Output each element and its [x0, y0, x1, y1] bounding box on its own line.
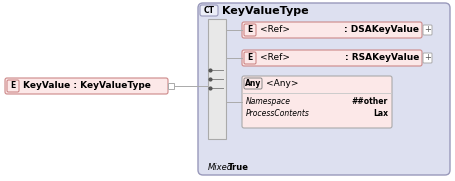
FancyBboxPatch shape: [200, 5, 217, 16]
Text: E: E: [247, 54, 252, 62]
Text: <Ref>: <Ref>: [259, 54, 289, 62]
Text: ProcessContents: ProcessContents: [245, 108, 309, 117]
Text: +: +: [423, 54, 430, 62]
Text: : RSAKeyValue: : RSAKeyValue: [344, 54, 418, 62]
Text: KeyValueType: KeyValueType: [222, 6, 308, 16]
FancyBboxPatch shape: [5, 78, 167, 94]
Text: Namespace: Namespace: [245, 98, 290, 106]
FancyBboxPatch shape: [243, 24, 255, 36]
Text: Lax: Lax: [372, 108, 387, 117]
Text: ##other: ##other: [351, 98, 387, 106]
FancyBboxPatch shape: [242, 50, 421, 66]
Text: E: E: [10, 81, 15, 90]
Text: KeyValue : KeyValueType: KeyValue : KeyValueType: [23, 81, 151, 90]
FancyBboxPatch shape: [422, 53, 431, 63]
Bar: [207, 19, 226, 139]
FancyBboxPatch shape: [242, 76, 391, 128]
FancyBboxPatch shape: [243, 52, 255, 64]
Text: : DSAKeyValue: : DSAKeyValue: [343, 26, 418, 35]
Text: Mixed: Mixed: [207, 163, 233, 172]
Text: <Any>: <Any>: [265, 79, 298, 88]
Bar: [167, 83, 174, 89]
FancyBboxPatch shape: [243, 78, 262, 89]
FancyBboxPatch shape: [422, 25, 431, 35]
Text: True: True: [228, 163, 248, 172]
Text: Any: Any: [244, 79, 261, 88]
Text: <Ref>: <Ref>: [259, 26, 289, 35]
Text: +: +: [423, 26, 430, 35]
Text: CT: CT: [203, 6, 214, 15]
Text: E: E: [247, 26, 252, 35]
FancyBboxPatch shape: [7, 80, 19, 92]
FancyBboxPatch shape: [242, 22, 421, 38]
FancyBboxPatch shape: [197, 3, 449, 175]
